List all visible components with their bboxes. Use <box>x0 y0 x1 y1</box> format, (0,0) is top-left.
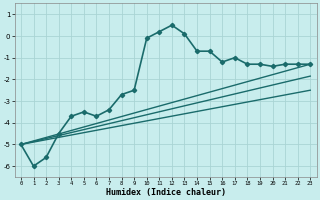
X-axis label: Humidex (Indice chaleur): Humidex (Indice chaleur) <box>106 188 226 197</box>
